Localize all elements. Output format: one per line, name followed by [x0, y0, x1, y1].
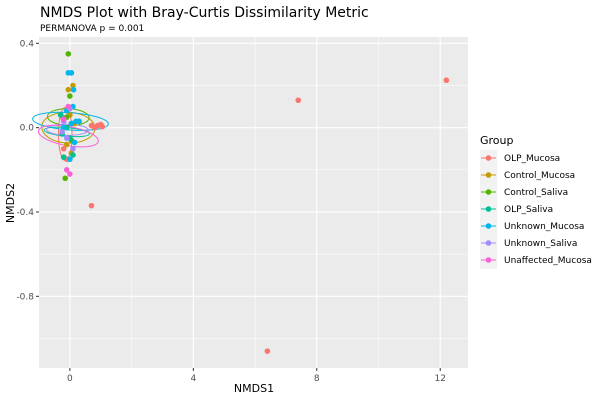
data-point [62, 175, 69, 182]
data-point [70, 145, 76, 152]
data-point [70, 152, 76, 158]
data-point [70, 82, 76, 89]
data-point [67, 93, 73, 99]
group-ellipse [46, 123, 89, 136]
data-point [76, 118, 82, 125]
data-point [63, 141, 70, 148]
data-point [264, 348, 271, 354]
minor-gridlines [39, 37, 468, 368]
data-point [63, 167, 70, 173]
legend-key-point [485, 189, 492, 195]
y-axis-title: NMDS2 [4, 183, 17, 223]
data-point [65, 86, 72, 93]
x-tick-label: 4 [190, 374, 196, 384]
data-point [60, 124, 67, 131]
x-axis-ticks: 0 4 8 12 [67, 368, 446, 384]
data-point [99, 123, 106, 130]
legend: Group OLP_Mucosa Control_Mucosa Control_Sa… [480, 134, 592, 269]
legend-label: OLP_Saliva [504, 205, 553, 215]
data-point [59, 129, 65, 135]
data-point [60, 154, 67, 160]
data-point [65, 51, 72, 57]
chart-title: NMDS Plot with Bray-Curtis Dissimilarity… [40, 5, 369, 21]
x-tick-label: 8 [314, 374, 320, 384]
legend-label: Unaffected_Mucosa [504, 256, 592, 266]
data-point [60, 116, 67, 123]
legend-label: Unknown_Saliva [504, 239, 577, 249]
y-tick-label: -0.4 [16, 208, 34, 218]
legend-key-point [485, 223, 492, 229]
legend-key-point [485, 206, 492, 212]
data-point [68, 70, 75, 76]
major-gridlines [39, 37, 468, 368]
legend-key-point [485, 155, 492, 161]
data-point [70, 86, 77, 93]
x-tick-label: 12 [434, 374, 445, 384]
data-point [67, 171, 73, 177]
legend-label: Control_Saliva [504, 188, 568, 198]
chart-subtitle: PERMANOVA p = 0.001 [40, 24, 144, 34]
legend-label: Unknown_Mucosa [504, 222, 584, 232]
data-point [88, 202, 95, 209]
data-point [65, 103, 72, 110]
data-point [71, 139, 78, 146]
data-point [57, 112, 64, 118]
data-point [295, 97, 302, 104]
x-axis-title: NMDS1 [234, 382, 274, 395]
plot-panel [39, 37, 468, 368]
y-tick-label: 0.4 [20, 39, 35, 49]
data-points [57, 51, 450, 354]
data-point [67, 156, 73, 163]
data-point [63, 135, 70, 141]
y-axis-ticks: -0.8 -0.4 0.0 0.4 [16, 39, 39, 302]
x-tick-label: 0 [67, 374, 73, 384]
data-point [60, 145, 67, 152]
y-tick-label: 0.0 [20, 124, 35, 134]
data-point [443, 77, 450, 84]
legend-key-point [485, 172, 492, 178]
legend-label: Control_Mucosa [504, 171, 575, 181]
legend-label: OLP_Mucosa [504, 154, 560, 164]
y-tick-label: -0.8 [16, 292, 34, 302]
data-point [68, 120, 75, 127]
legend-key-point [485, 257, 492, 263]
legend-title: Group [480, 134, 514, 147]
legend-key-point [485, 240, 492, 246]
